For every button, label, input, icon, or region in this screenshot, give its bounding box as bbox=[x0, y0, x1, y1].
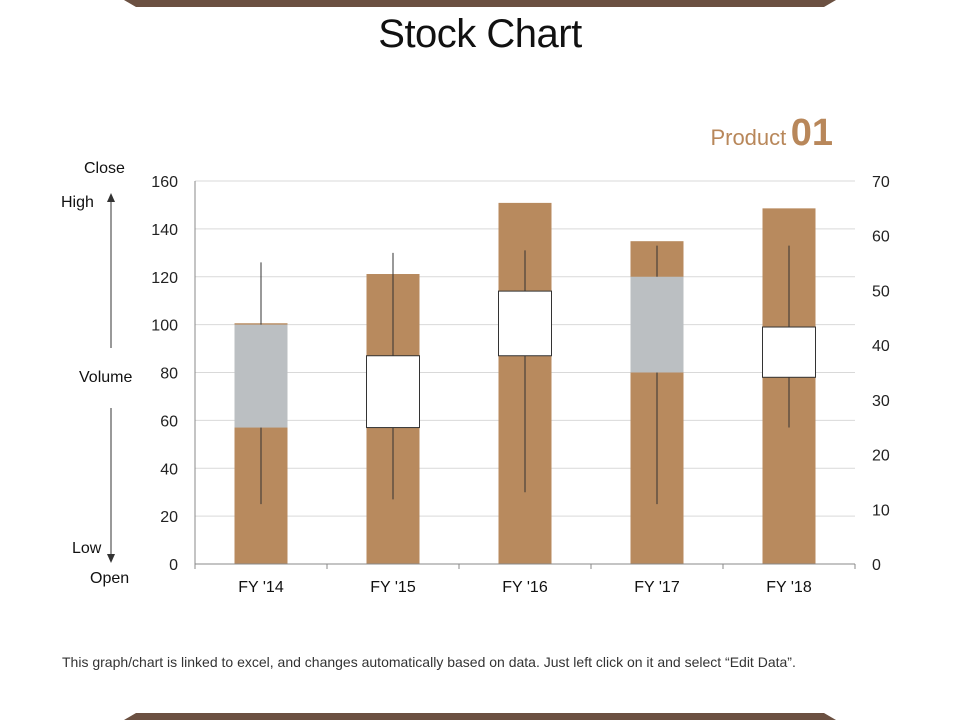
candle-body-up bbox=[498, 290, 552, 357]
right-axis-tick-label: 70 bbox=[872, 174, 890, 191]
right-axis-tick-label: 20 bbox=[872, 448, 890, 465]
right-axis-tick-label: 30 bbox=[872, 393, 890, 410]
x-axis-category-label: FY '14 bbox=[238, 579, 284, 596]
close-label: Close bbox=[84, 160, 125, 177]
right-axis-tick-label: 0 bbox=[872, 557, 881, 574]
candle-body-up bbox=[366, 355, 420, 429]
x-axis-category-label: FY '18 bbox=[766, 579, 812, 596]
candle-body-down bbox=[234, 324, 288, 428]
right-axis-tick-label: 50 bbox=[872, 283, 890, 300]
bottom-decorative-band bbox=[0, 708, 960, 720]
left-axis-tick-label: 160 bbox=[151, 174, 178, 191]
left-axis-tick-label: 60 bbox=[160, 413, 178, 430]
right-axis-tick-label: 10 bbox=[872, 502, 890, 519]
high-label: High bbox=[61, 194, 94, 211]
left-axis-tick-label: 100 bbox=[151, 318, 178, 335]
footer-note: This graph/chart is linked to excel, and… bbox=[62, 654, 796, 670]
candle-body-up bbox=[762, 326, 816, 378]
left-axis-tick-label: 120 bbox=[151, 270, 178, 287]
x-axis-category-label: FY '15 bbox=[370, 579, 416, 596]
top-decorative-band bbox=[0, 0, 960, 12]
slide-title: Stock Chart bbox=[378, 12, 582, 56]
left-axis-tick-label: 40 bbox=[160, 461, 178, 478]
left-axis-tick-label: 20 bbox=[160, 509, 178, 526]
left-axis-tick-label: 0 bbox=[169, 557, 178, 574]
right-axis-tick-label: 40 bbox=[872, 338, 890, 355]
product-label: Product 01 bbox=[710, 112, 833, 155]
open-label: Open bbox=[90, 570, 130, 587]
product-label-text: Product bbox=[710, 125, 787, 150]
volume-label: Volume bbox=[79, 369, 133, 386]
up-arrow-icon bbox=[107, 193, 115, 202]
x-axis-category-label: FY '16 bbox=[502, 579, 548, 596]
candle-body-down bbox=[630, 276, 684, 373]
product-number: 01 bbox=[790, 112, 833, 154]
right-axis-tick-label: 60 bbox=[872, 229, 890, 246]
low-label: Low bbox=[72, 540, 102, 557]
down-arrow-icon bbox=[107, 554, 115, 563]
left-axis-tick-label: 80 bbox=[160, 366, 178, 383]
left-axis-tick-label: 140 bbox=[151, 222, 178, 239]
x-axis-category-label: FY '17 bbox=[634, 579, 680, 596]
